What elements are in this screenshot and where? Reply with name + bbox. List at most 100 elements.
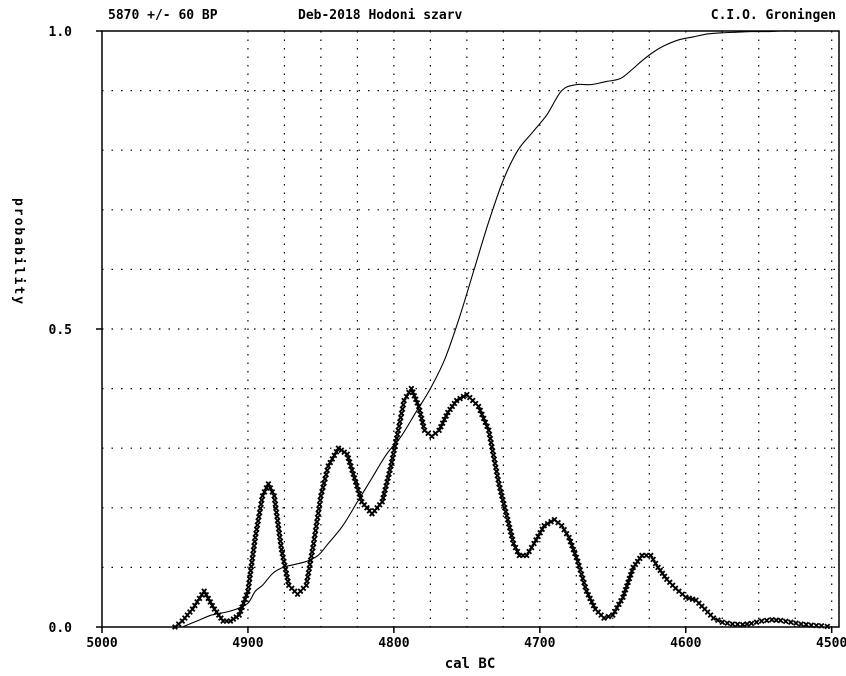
distribution-marker <box>246 580 252 586</box>
distribution-marker <box>245 584 252 591</box>
distribution-point <box>510 540 517 547</box>
distribution-marker <box>582 584 589 590</box>
distribution-point <box>768 616 775 623</box>
distribution-marker <box>625 579 632 586</box>
distribution-marker <box>744 621 750 627</box>
distribution-marker <box>315 505 322 512</box>
x-tick-label: 4600 <box>670 636 701 651</box>
distribution-marker <box>274 517 281 524</box>
distribution-marker <box>573 554 580 561</box>
distribution-marker <box>281 562 288 569</box>
distribution-point <box>523 552 530 559</box>
distribution-point <box>787 619 794 626</box>
distribution-marker <box>283 570 290 577</box>
distribution-marker <box>578 571 585 578</box>
distribution-point <box>504 516 511 523</box>
distribution-point <box>245 588 251 595</box>
distribution-marker <box>626 575 633 582</box>
distribution-marker <box>384 479 391 485</box>
distribution-marker <box>577 567 584 573</box>
distribution-marker <box>327 459 334 466</box>
distribution-marker <box>205 595 212 602</box>
distribution-marker <box>253 526 260 533</box>
distribution-marker <box>441 416 448 423</box>
distribution-marker <box>590 602 597 609</box>
distribution-marker <box>276 530 283 536</box>
distribution-point <box>485 427 492 434</box>
distribution-point <box>344 451 351 458</box>
distribution-point <box>574 558 581 565</box>
distribution-marker <box>333 448 340 455</box>
distribution-point <box>566 534 572 541</box>
distribution-point <box>201 588 208 595</box>
distribution-marker <box>568 542 575 549</box>
distribution-marker <box>499 496 506 503</box>
distribution-point <box>453 397 460 404</box>
distribution-marker <box>588 599 595 605</box>
distribution-point <box>601 615 607 621</box>
distribution-marker <box>352 479 359 485</box>
distribution-point <box>777 617 784 624</box>
distribution-point <box>583 588 590 595</box>
distribution-marker <box>488 443 495 450</box>
distribution-marker <box>813 622 820 629</box>
distribution-marker <box>503 512 510 519</box>
distribution-marker <box>579 575 586 582</box>
distribution-marker <box>321 480 327 487</box>
distribution-point <box>719 619 726 626</box>
distribution-marker <box>576 562 582 569</box>
distribution-point <box>310 540 317 547</box>
distribution-marker <box>417 411 424 418</box>
distribution-marker <box>309 548 316 555</box>
distribution-marker <box>394 431 401 438</box>
distribution-marker <box>317 497 324 504</box>
distribution-marker <box>396 423 403 429</box>
distribution-marker <box>623 583 630 589</box>
distribution-point <box>739 621 746 628</box>
distribution-point <box>496 481 502 487</box>
distribution-marker <box>329 455 336 462</box>
distribution-marker <box>278 542 284 549</box>
distribution-marker <box>275 525 282 532</box>
distribution-point <box>379 498 386 505</box>
distribution-marker <box>267 484 274 491</box>
distribution-marker <box>247 567 254 574</box>
distribution-marker <box>253 530 259 537</box>
distribution-marker <box>307 557 314 564</box>
distribution-marker <box>255 517 262 524</box>
distribution-marker <box>387 467 393 473</box>
distribution-marker <box>492 460 498 467</box>
distribution-marker <box>533 537 539 543</box>
distribution-marker <box>251 538 258 545</box>
distribution-marker <box>567 538 574 545</box>
distribution-marker <box>355 486 362 493</box>
distribution-marker <box>257 505 264 512</box>
distribution-marker <box>793 620 799 627</box>
distribution-marker <box>357 494 364 501</box>
distribution-marker <box>255 513 262 520</box>
distribution-marker <box>380 494 387 501</box>
distribution-marker <box>396 418 403 425</box>
distribution-marker <box>272 505 279 512</box>
distribution-marker <box>495 476 502 483</box>
distribution-marker <box>279 550 286 557</box>
distribution-point <box>824 623 831 630</box>
x-tick-label: 5000 <box>86 636 117 651</box>
distribution-marker <box>548 518 554 525</box>
distribution-marker <box>346 459 353 466</box>
distribution-marker <box>478 411 485 418</box>
distribution-marker <box>498 492 505 499</box>
distribution-point <box>798 621 804 627</box>
distribution-marker <box>356 490 363 497</box>
distribution-marker <box>309 544 316 551</box>
y-axis-label: probability <box>11 198 26 306</box>
distribution-point <box>388 463 394 470</box>
distribution-marker <box>349 467 355 473</box>
distribution-marker <box>391 447 398 454</box>
distribution-marker <box>571 550 578 557</box>
distribution-marker <box>419 419 426 426</box>
distribution-marker <box>585 591 592 598</box>
distribution-marker <box>480 415 487 422</box>
distribution-marker <box>385 475 391 481</box>
x-tick-label: 4800 <box>378 636 409 651</box>
